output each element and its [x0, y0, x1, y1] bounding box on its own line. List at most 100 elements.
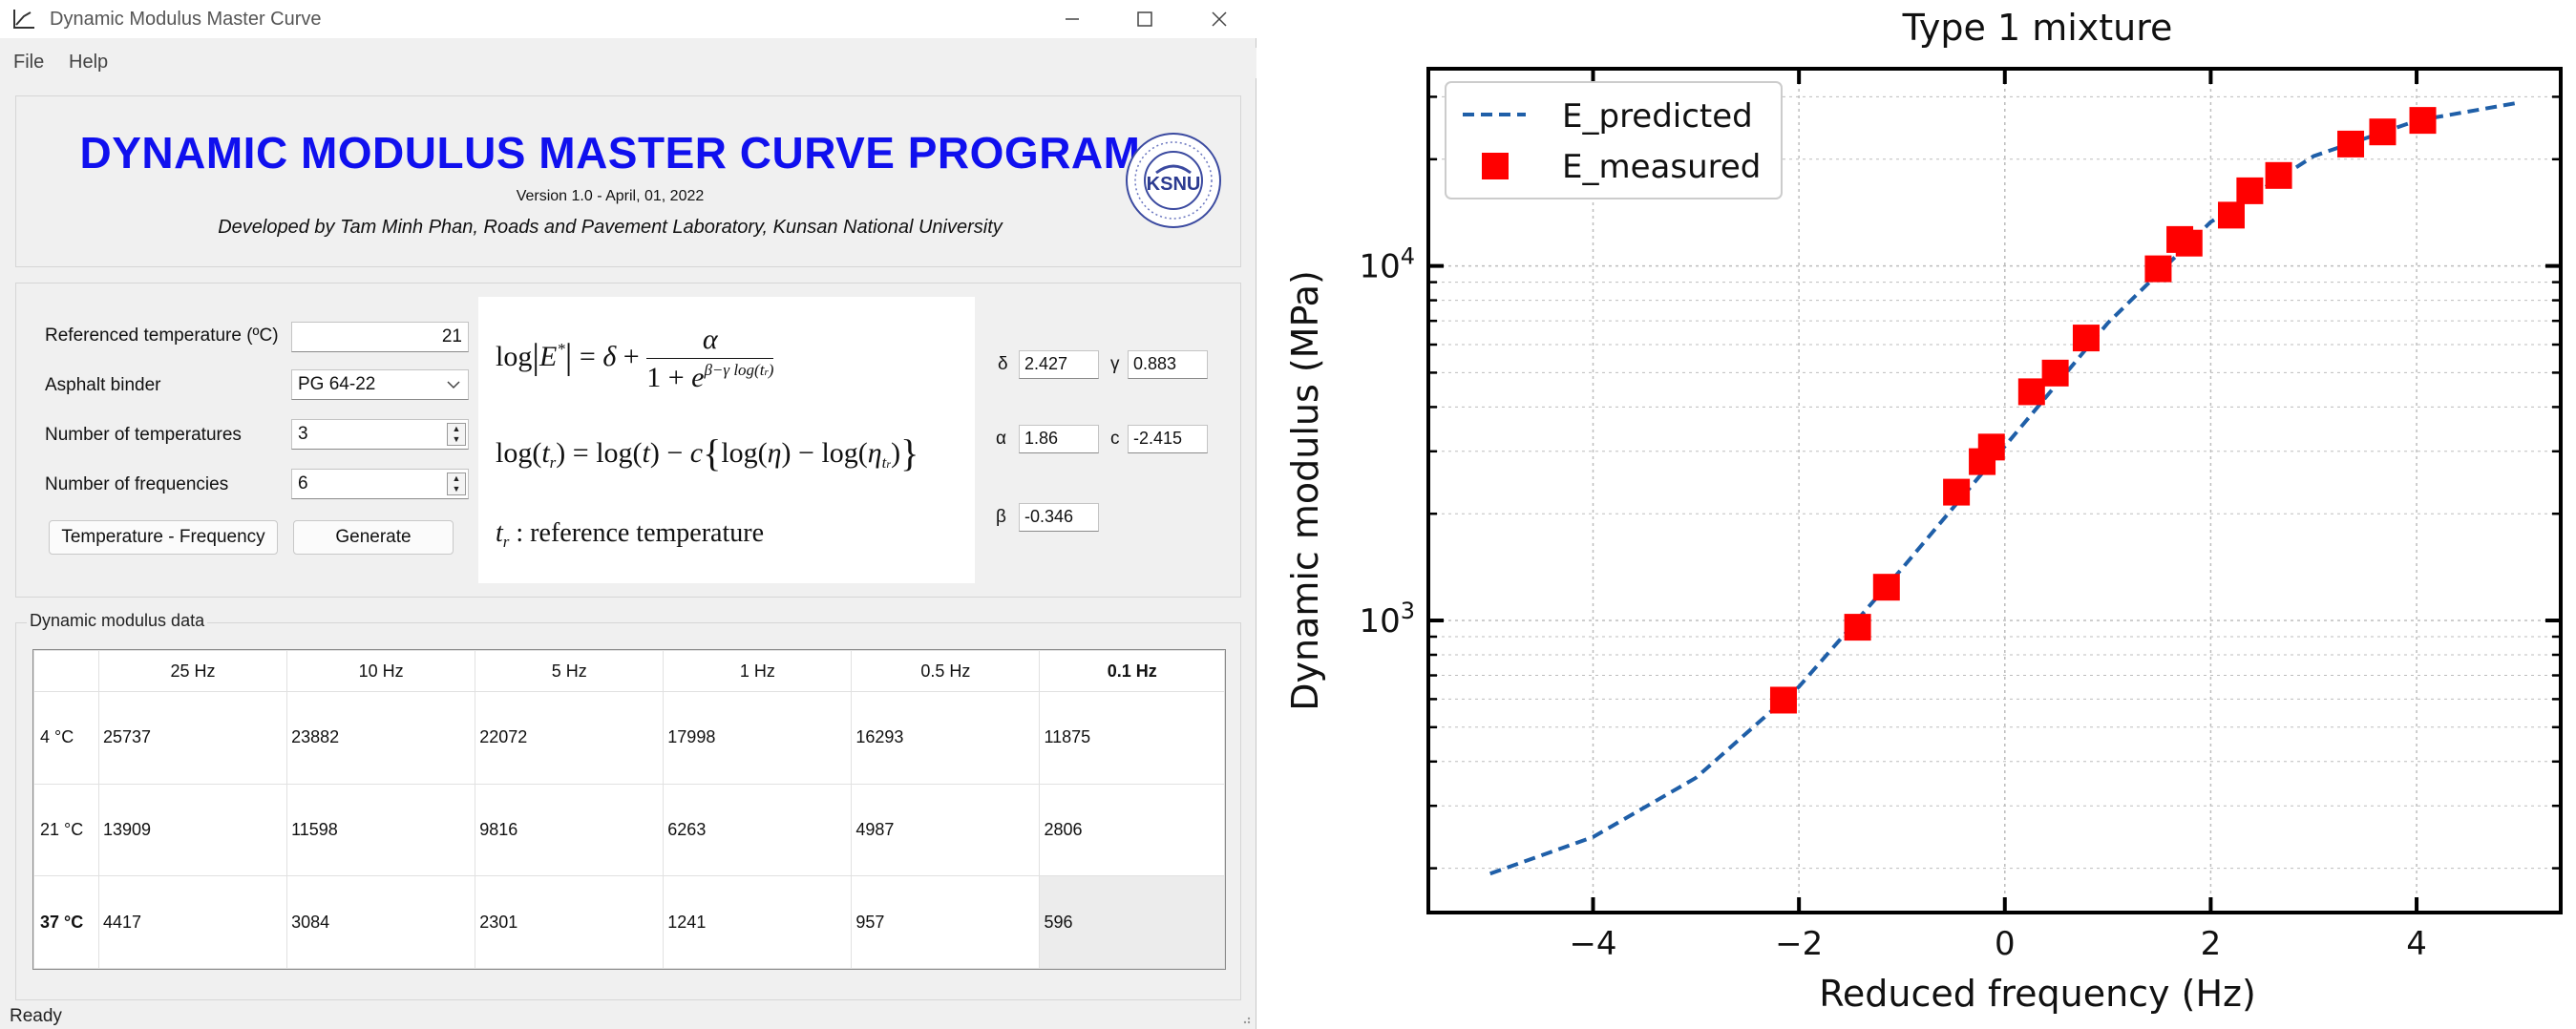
table-cell[interactable]: 16293	[851, 691, 1041, 785]
alpha-label: α	[996, 429, 1006, 449]
table-cell[interactable]: 22072	[475, 691, 665, 785]
num-temps-stepper[interactable]: 3 ▲ ▼	[291, 419, 469, 450]
status-bar: Ready	[10, 1006, 62, 1026]
gamma-field[interactable]: 0.883	[1128, 350, 1208, 379]
num-temps-value: 3	[298, 424, 308, 444]
column-header[interactable]: 10 Hz	[286, 650, 476, 692]
gamma-label: γ	[1110, 354, 1120, 374]
measured-point	[2409, 107, 2437, 135]
data-grid[interactable]: 25 Hz 10 Hz 5 Hz 1 Hz 0.5 Hz 0.1 Hz 4 °C…	[32, 649, 1226, 970]
version-text: Version 1.0 - April, 01, 2022	[516, 188, 705, 204]
minimize-button[interactable]	[1035, 0, 1109, 38]
beta-field[interactable]: -0.346	[1019, 503, 1099, 532]
close-button[interactable]	[1182, 0, 1256, 38]
table-cell[interactable]: 11598	[286, 783, 476, 877]
spin-buttons[interactable]: ▲ ▼	[447, 472, 466, 495]
measured-point	[1844, 614, 1871, 641]
spin-down-icon[interactable]: ▼	[452, 434, 461, 444]
delta-field[interactable]: 2.427	[1019, 350, 1099, 379]
legend-marker-sample	[1482, 153, 1509, 179]
table-cell[interactable]: 13909	[97, 783, 288, 877]
c-field[interactable]: -2.415	[1128, 425, 1208, 453]
binder-select[interactable]: PG 64-22	[291, 369, 469, 400]
menu-help[interactable]: Help	[69, 52, 109, 73]
developer-text: Developed by Tam Minh Phan, Roads and Pa…	[218, 217, 1003, 238]
modulus-table: 25 Hz 10 Hz 5 Hz 1 Hz 0.5 Hz 0.1 Hz 4 °C…	[33, 650, 1225, 969]
menu-file[interactable]: File	[13, 52, 45, 73]
num-freqs-label: Number of frequencies	[45, 474, 229, 494]
university-seal-logo: KSNU	[1126, 133, 1221, 228]
ref-temp-input[interactable]: 21	[291, 322, 469, 352]
measured-point	[2337, 130, 2365, 158]
measured-point	[1943, 478, 1971, 506]
num-freqs-stepper[interactable]: 6 ▲ ▼	[291, 469, 469, 499]
resize-grip-icon[interactable]	[1236, 1010, 1252, 1025]
table-cell[interactable]: 957	[851, 875, 1041, 969]
column-header[interactable]: 25 Hz	[97, 650, 288, 692]
row-header[interactable]: 21 °C	[33, 783, 99, 877]
beta-label: β	[996, 507, 1006, 527]
table-cell[interactable]: 1241	[663, 875, 853, 969]
table-cell[interactable]: 11875	[1039, 691, 1225, 785]
column-header[interactable]: 5 Hz	[475, 650, 665, 692]
header-panel: DYNAMIC MODULUS MASTER CURVE PROGRAM Ver…	[15, 95, 1241, 267]
spin-up-icon[interactable]: ▲	[452, 473, 461, 483]
table-row: 21 °C 13909 11598 9816 6263 4987 2806	[33, 783, 1225, 877]
row-header[interactable]: 4 °C	[33, 691, 99, 785]
table-cell[interactable]: 2806	[1039, 783, 1225, 877]
temperature-frequency-button[interactable]: Temperature - Frequency	[49, 520, 278, 555]
measured-point	[2369, 118, 2397, 146]
chart-legend: E_predicted E_measured	[1445, 81, 1783, 200]
chevron-down-icon	[447, 381, 460, 389]
x-axis-label: Reduced frequency (Hz)	[1819, 973, 2256, 1015]
row-header[interactable]: 37 °C	[33, 875, 99, 969]
table-cell[interactable]: 2301	[475, 875, 665, 969]
ref-temp-label: Referenced temperature (ºC)	[45, 326, 279, 346]
column-header[interactable]: 0.5 Hz	[851, 650, 1041, 692]
binder-value: PG 64-22	[298, 374, 376, 394]
grid-lines	[1428, 69, 2561, 913]
title-bar: Dynamic Modulus Master Curve	[0, 0, 1256, 38]
table-row: 37 °C 4417 3084 2301 1241 957 596	[33, 875, 1225, 969]
table-cell[interactable]: 23882	[286, 691, 476, 785]
maximize-button[interactable]	[1108, 0, 1182, 38]
spin-buttons[interactable]: ▲ ▼	[447, 423, 466, 446]
table-cell[interactable]: 17998	[663, 691, 853, 785]
table-cell[interactable]: 25737	[97, 691, 288, 785]
measured-point	[2217, 201, 2245, 229]
table-cell[interactable]: 4987	[851, 783, 1041, 877]
maximize-icon	[1137, 11, 1152, 27]
measured-point	[2144, 255, 2172, 283]
table-cell[interactable]: 596	[1039, 875, 1225, 969]
y-tick-label: 103	[1359, 598, 1415, 640]
measured-point	[1977, 433, 2005, 461]
column-header[interactable]: 0.1 Hz	[1039, 650, 1225, 692]
table-cell[interactable]: 3084	[286, 875, 476, 969]
table-cell[interactable]: 6263	[663, 783, 853, 877]
minimize-icon	[1066, 18, 1079, 20]
spin-down-icon[interactable]: ▼	[452, 484, 461, 494]
chart-title: Type 1 mixture	[1902, 7, 2173, 49]
table-cell[interactable]: 4417	[97, 875, 288, 969]
x-tick-label: −2	[1775, 925, 1823, 963]
y-axis-label: Dynamic modulus (MPa)	[1284, 270, 1326, 711]
measured-point	[2265, 161, 2292, 189]
column-header[interactable]: 1 Hz	[663, 650, 853, 692]
window-title: Dynamic Modulus Master Curve	[50, 9, 322, 30]
data-group-title: Dynamic modulus data	[27, 611, 208, 631]
y-tick-label: 104	[1359, 243, 1415, 286]
spin-up-icon[interactable]: ▲	[452, 424, 461, 433]
axis-ticks: −4 −2 0 2 4 103 104	[1359, 69, 2561, 963]
alpha-field[interactable]: 1.86	[1019, 425, 1099, 453]
corner-cell	[33, 650, 99, 692]
measured-point	[2236, 177, 2264, 204]
app-window: Dynamic Modulus Master Curve File Help D…	[0, 0, 1256, 1029]
menu-bar: File Help	[0, 48, 1256, 78]
table-row: 4 °C 25737 23882 22072 17998 16293 11875	[33, 691, 1225, 785]
num-temps-label: Number of temperatures	[45, 425, 242, 445]
table-cell[interactable]: 9816	[475, 783, 665, 877]
generate-button[interactable]: Generate	[293, 520, 454, 555]
measured-markers	[1769, 107, 2437, 714]
master-curve-chart: Type 1 mixture −4 −2 0 2 4 103 104 Reduced fre…	[1284, 7, 2563, 1015]
x-tick-label: 2	[2201, 925, 2222, 963]
